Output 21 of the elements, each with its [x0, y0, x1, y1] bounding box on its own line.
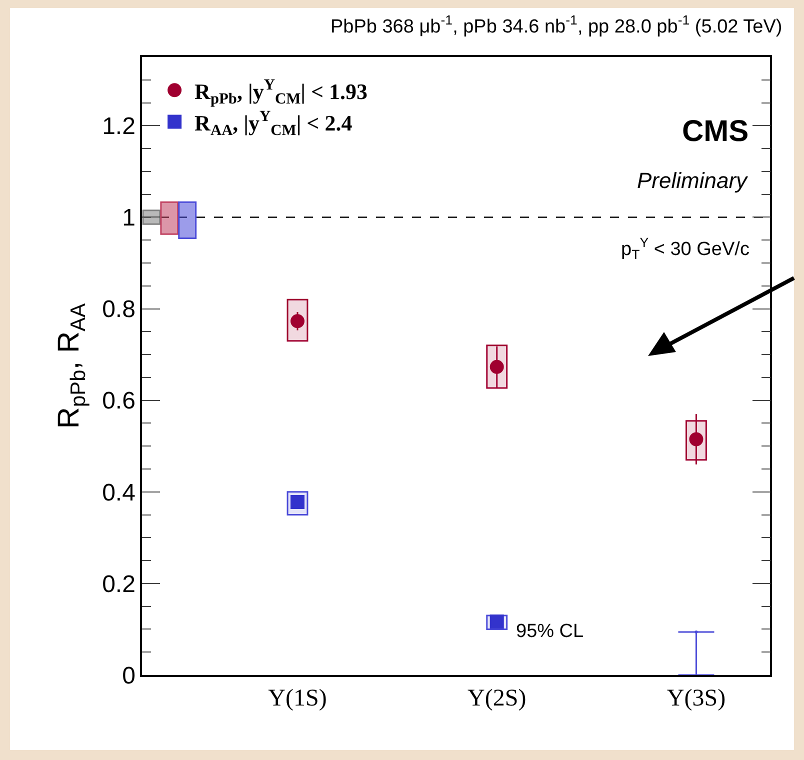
x-tick-label: Υ(1S): [268, 686, 327, 712]
x-tick-label: Υ(3S): [666, 686, 726, 712]
bar: [160, 201, 179, 235]
y-tick-label: 0.6: [102, 388, 136, 415]
y-tick-label: 1: [122, 204, 136, 232]
bar: [178, 201, 197, 240]
legend-label: R$_{pPb}$, |y$^{Υ}$$_{CM}$| < 1.93: [194, 76, 368, 108]
y-tick-label: 0.2: [102, 570, 136, 598]
bar: [142, 210, 161, 225]
annotation: p$_{T}$$^{Υ}$ < 30 GeV/c: [621, 235, 750, 262]
point: [694, 630, 698, 634]
x-tick-label: Υ(2S): [468, 686, 526, 712]
annotation: 95% CL: [516, 621, 584, 642]
y-tick-label: 0.4: [102, 479, 136, 506]
annotation: Preliminary: [637, 168, 750, 193]
annotation: CMS: [682, 115, 749, 148]
chart-title: PbPb 368 μb$^{-1}$, pPb 34.6 nb$^{-1}$, pp 28.0 pb$^{-1}$ (5.02 TeV): [330, 12, 782, 38]
legend-label: R$_{AA}$, |y$^{Υ}$$_{CM}$| < 2.4: [194, 108, 352, 139]
y-tick-label: 0.8: [102, 296, 136, 324]
y-tick-label: 0: [122, 662, 136, 690]
y-tick-label: 1.2: [102, 113, 136, 140]
